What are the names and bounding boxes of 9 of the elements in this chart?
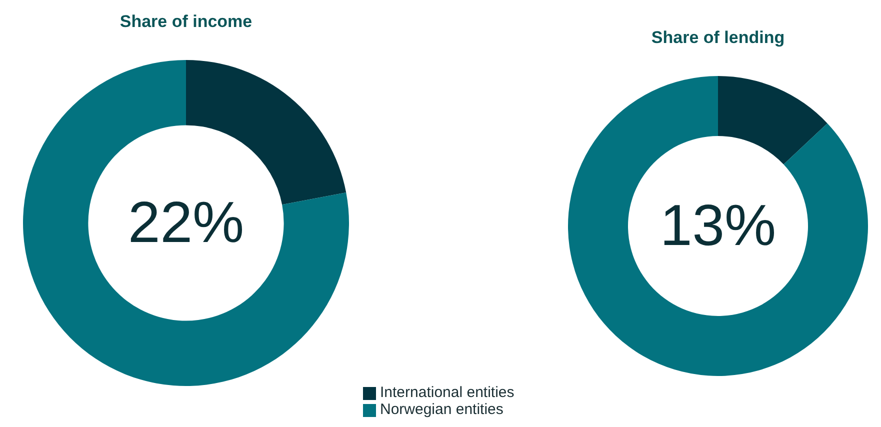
- data-label: 13%: [658, 192, 778, 260]
- donut-slice: [718, 76, 828, 164]
- legend-label: International entities: [380, 384, 514, 401]
- donut-slice: [23, 60, 349, 386]
- chart-title: Share of income: [118, 12, 254, 32]
- data-label: 22%: [126, 189, 246, 257]
- chart-title: Share of lending: [650, 28, 786, 48]
- legend-label: Norwegian entities: [380, 401, 504, 418]
- donut-slice: [568, 76, 868, 376]
